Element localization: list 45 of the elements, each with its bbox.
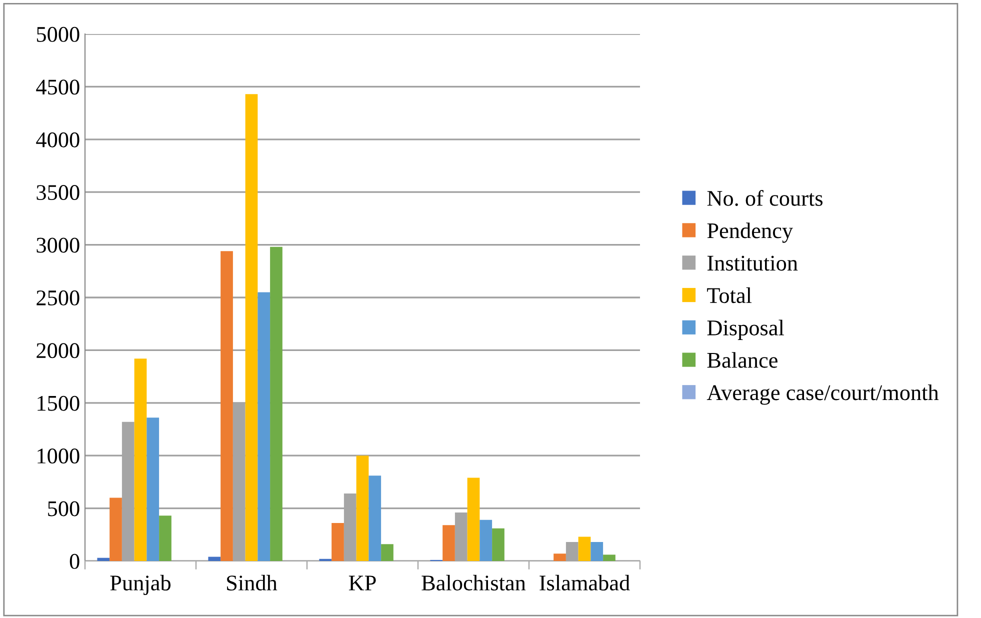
bar bbox=[97, 558, 110, 561]
y-tick-label: 2000 bbox=[36, 343, 80, 358]
bar bbox=[245, 94, 258, 561]
bar bbox=[208, 556, 221, 561]
bar bbox=[146, 418, 160, 561]
bar bbox=[480, 520, 492, 561]
y-tick-label: 0 bbox=[70, 554, 80, 569]
y-tick-label: 4000 bbox=[36, 132, 80, 148]
y-tick-label: 500 bbox=[48, 501, 80, 516]
x-tick-label: Balochistan bbox=[422, 574, 526, 591]
legend-label: Balance bbox=[707, 352, 778, 368]
y-tick-label: 3500 bbox=[36, 185, 80, 200]
x-tick-label: KP bbox=[348, 576, 376, 590]
bar bbox=[258, 292, 270, 561]
bar bbox=[270, 246, 282, 561]
x-tick-label: Punjab bbox=[110, 574, 171, 596]
bar bbox=[603, 554, 616, 561]
y-tick-label: 4500 bbox=[36, 80, 80, 95]
y-tick-label: 5000 bbox=[36, 26, 80, 42]
legend-label: Average case/court/month bbox=[706, 384, 939, 405]
legend-label: Total bbox=[707, 287, 752, 304]
x-tick-label: Islamabad bbox=[540, 574, 630, 591]
legend-label: Institution bbox=[707, 256, 798, 271]
bar bbox=[554, 554, 566, 561]
y-tick-label: 2500 bbox=[36, 290, 80, 306]
bar bbox=[356, 456, 369, 561]
bar bbox=[578, 536, 591, 561]
x-tick-label: Sindh bbox=[227, 574, 278, 591]
y-tick-label: 1500 bbox=[38, 396, 80, 411]
legend-label: No. of courts bbox=[707, 190, 823, 206]
bar bbox=[220, 251, 233, 561]
bar bbox=[442, 525, 455, 561]
bar bbox=[368, 476, 382, 561]
bar bbox=[159, 516, 172, 561]
bar bbox=[467, 478, 480, 561]
bar bbox=[590, 542, 604, 561]
bar bbox=[381, 544, 394, 561]
y-tick-label: 3000 bbox=[36, 238, 80, 253]
bar bbox=[492, 528, 504, 561]
y-tick-label: 1000 bbox=[38, 448, 80, 464]
legend-label: Pendency bbox=[707, 222, 793, 243]
bar bbox=[332, 523, 344, 561]
bar bbox=[110, 498, 122, 561]
legend-label: Disposal bbox=[707, 320, 784, 340]
bar bbox=[134, 358, 147, 561]
